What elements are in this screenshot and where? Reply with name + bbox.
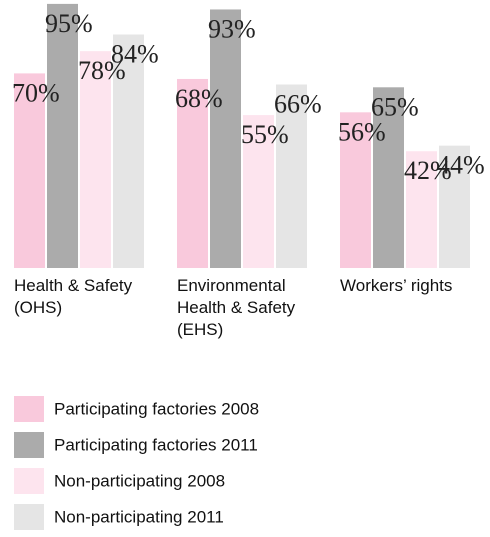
- bar: [47, 3, 78, 269]
- value-label: 44%: [437, 151, 485, 180]
- legend-label: Participating factories 2008: [54, 399, 259, 418]
- legend-label: Participating factories 2011: [54, 435, 258, 454]
- category-label: Health & Safety (OHS): [14, 276, 133, 317]
- value-label: 84%: [111, 39, 159, 68]
- bar: [80, 51, 111, 268]
- value-label: 65%: [371, 92, 419, 121]
- value-label: 42%: [404, 156, 452, 185]
- category-label: Workers’ rights: [340, 276, 453, 295]
- bar: [243, 115, 274, 268]
- bar: [439, 145, 470, 268]
- bar: [373, 87, 404, 268]
- value-label: 70%: [12, 78, 60, 107]
- value-label: 68%: [175, 84, 223, 113]
- value-label: 56%: [338, 117, 386, 146]
- value-label: 78%: [78, 56, 126, 85]
- value-label: 95%: [45, 9, 93, 38]
- category-label: Environmental Health & Safety (EHS): [177, 276, 296, 339]
- legend-swatch: [14, 468, 44, 494]
- legend-label: Non-participating 2008: [54, 471, 225, 490]
- legend-swatch: [14, 432, 44, 458]
- value-label: 55%: [241, 120, 289, 149]
- bar: [210, 9, 241, 269]
- bar: [340, 112, 371, 268]
- bar: [14, 73, 45, 269]
- bar: [113, 34, 144, 269]
- legend-swatch: [14, 504, 44, 530]
- value-label: 66%: [274, 90, 322, 119]
- value-label: 93%: [208, 14, 256, 43]
- legend-swatch: [14, 396, 44, 422]
- legend-label: Non-participating 2011: [54, 507, 224, 526]
- bar: [276, 84, 307, 269]
- bar: [177, 78, 208, 269]
- bar: [406, 151, 437, 268]
